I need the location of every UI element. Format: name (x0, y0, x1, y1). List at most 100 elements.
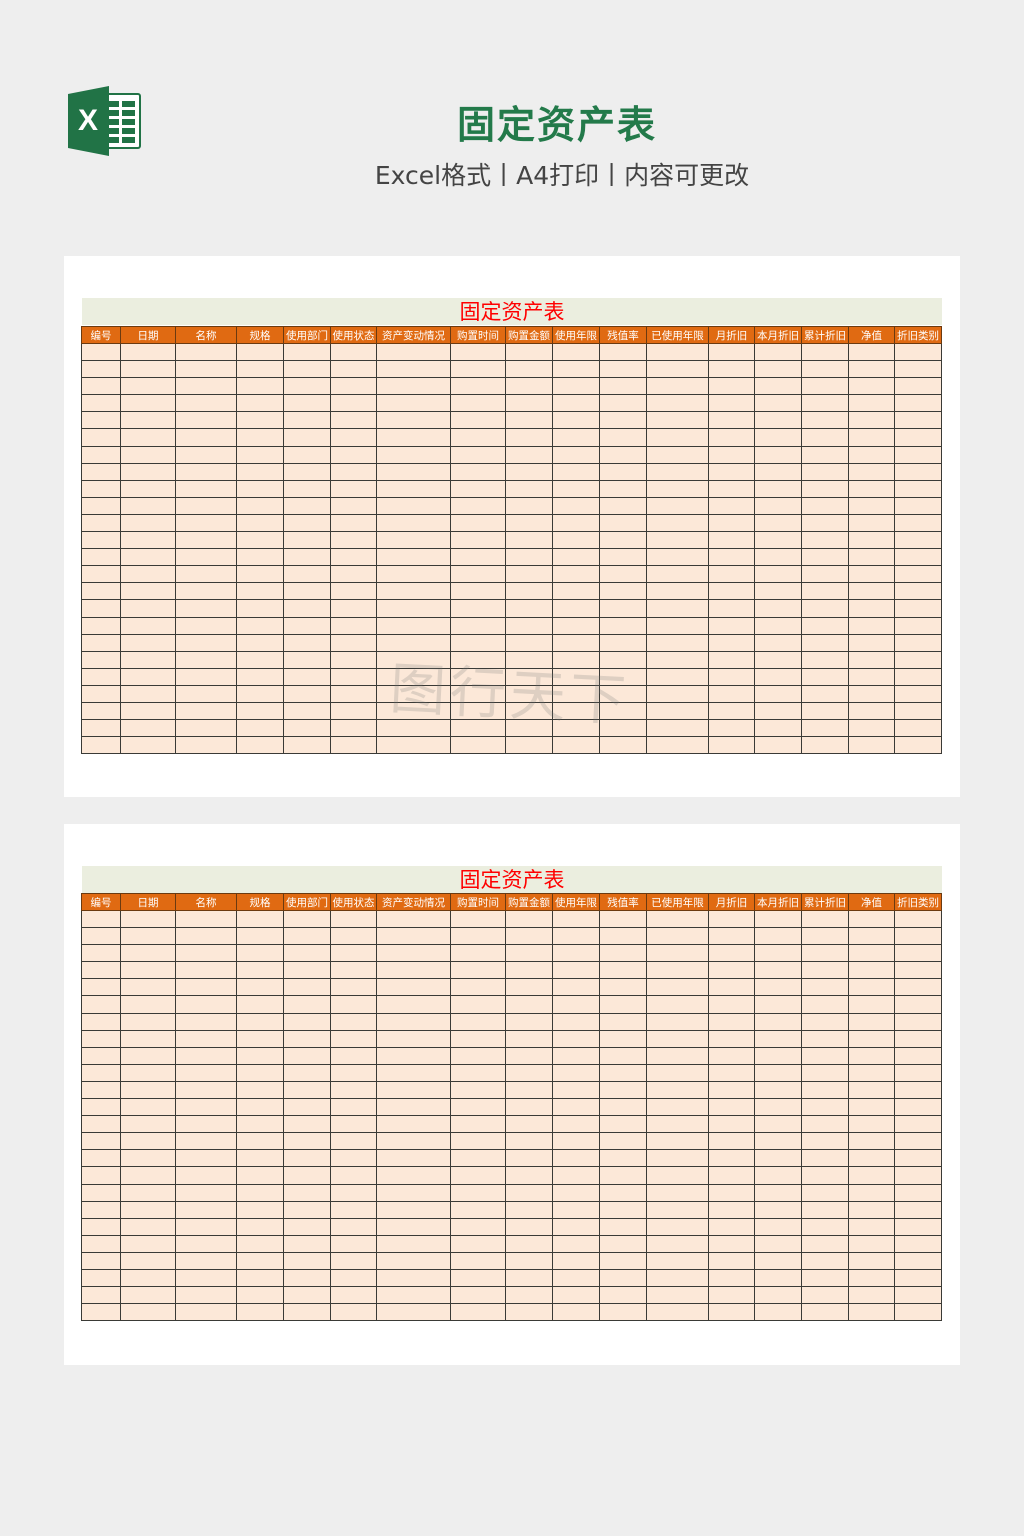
table-cell[interactable] (450, 1029, 506, 1048)
table-cell[interactable] (175, 1098, 237, 1117)
table-cell[interactable] (552, 736, 600, 755)
table-cell[interactable] (505, 1046, 553, 1065)
table-cell[interactable] (175, 394, 237, 413)
table-cell[interactable] (801, 411, 849, 430)
table-cell[interactable] (801, 428, 849, 447)
table-cell[interactable] (801, 599, 849, 618)
table-cell[interactable] (120, 1303, 176, 1322)
table-cell[interactable] (450, 513, 506, 533)
table-cell[interactable] (175, 1029, 237, 1048)
table-cell[interactable] (330, 1080, 377, 1100)
table-cell[interactable] (646, 513, 709, 533)
table-cell[interactable] (552, 462, 600, 481)
table-cell[interactable] (646, 565, 709, 584)
table-cell[interactable] (236, 961, 284, 980)
table-cell[interactable] (754, 548, 802, 567)
table-cell[interactable] (450, 701, 506, 721)
table-cell[interactable] (801, 360, 849, 379)
table-cell[interactable] (848, 428, 895, 447)
table-cell[interactable] (120, 1063, 176, 1082)
table-cell[interactable] (120, 531, 176, 550)
table-cell[interactable] (81, 667, 121, 686)
table-cell[interactable] (848, 1063, 895, 1082)
table-cell[interactable] (801, 650, 849, 669)
table-cell[interactable] (708, 394, 755, 413)
table-cell[interactable] (708, 1115, 755, 1134)
table-cell[interactable] (450, 582, 506, 601)
table-cell[interactable] (505, 1063, 553, 1082)
table-cell[interactable] (754, 961, 802, 980)
table-cell[interactable] (646, 944, 709, 963)
table-cell[interactable] (236, 462, 284, 481)
table-cell[interactable] (708, 719, 755, 738)
table-cell[interactable] (599, 1132, 647, 1151)
table-cell[interactable] (801, 582, 849, 601)
table-cell[interactable] (848, 684, 895, 703)
table-cell[interactable] (330, 462, 377, 481)
table-cell[interactable] (552, 650, 600, 669)
table-cell[interactable] (848, 445, 895, 464)
table-cell[interactable] (754, 1268, 802, 1288)
table-cell[interactable] (236, 1268, 284, 1288)
table-cell[interactable] (801, 719, 849, 738)
table-cell[interactable] (120, 462, 176, 481)
table-cell[interactable] (81, 513, 121, 533)
table-cell[interactable] (236, 667, 284, 686)
table-cell[interactable] (754, 616, 802, 635)
table-cell[interactable] (283, 1303, 331, 1322)
table-cell[interactable] (552, 1046, 600, 1065)
table-cell[interactable] (505, 565, 553, 584)
table-cell[interactable] (599, 531, 647, 550)
table-cell[interactable] (236, 565, 284, 584)
table-cell[interactable] (848, 1183, 895, 1202)
table-cell[interactable] (175, 1251, 237, 1270)
table-cell[interactable] (801, 1234, 849, 1253)
table-cell[interactable] (754, 1286, 802, 1305)
table-cell[interactable] (552, 548, 600, 567)
table-cell[interactable] (120, 496, 176, 515)
table-cell[interactable] (599, 1251, 647, 1270)
table-cell[interactable] (81, 377, 121, 396)
table-cell[interactable] (848, 394, 895, 413)
table-cell[interactable] (848, 548, 895, 567)
table-cell[interactable] (599, 927, 647, 946)
table-cell[interactable] (81, 1063, 121, 1082)
table-cell[interactable] (754, 394, 802, 413)
table-cell[interactable] (450, 1046, 506, 1065)
table-cell[interactable] (552, 445, 600, 464)
table-cell[interactable] (708, 428, 755, 447)
table-cell[interactable] (505, 1251, 553, 1270)
table-cell[interactable] (175, 1183, 237, 1202)
table-cell[interactable] (646, 548, 709, 567)
table-cell[interactable] (801, 394, 849, 413)
table-cell[interactable] (552, 978, 600, 997)
table-cell[interactable] (754, 513, 802, 533)
table-cell[interactable] (283, 927, 331, 946)
table-cell[interactable] (505, 462, 553, 481)
table-cell[interactable] (376, 565, 451, 584)
table-cell[interactable] (894, 1234, 942, 1253)
table-cell[interactable] (848, 1012, 895, 1031)
table-cell[interactable] (505, 1166, 553, 1185)
table-cell[interactable] (894, 909, 942, 929)
table-cell[interactable] (376, 995, 451, 1014)
table-cell[interactable] (599, 650, 647, 669)
table-cell[interactable] (450, 909, 506, 929)
table-cell[interactable] (894, 496, 942, 515)
table-cell[interactable] (708, 1251, 755, 1270)
table-cell[interactable] (646, 927, 709, 946)
table-cell[interactable] (376, 360, 451, 379)
table-cell[interactable] (120, 1098, 176, 1117)
table-cell[interactable] (376, 1217, 451, 1236)
table-cell[interactable] (505, 719, 553, 738)
table-cell[interactable] (505, 909, 553, 929)
table-cell[interactable] (754, 1303, 802, 1322)
table-cell[interactable] (330, 995, 377, 1014)
table-cell[interactable] (552, 582, 600, 601)
table-cell[interactable] (81, 961, 121, 980)
table-cell[interactable] (236, 599, 284, 618)
table-cell[interactable] (646, 1217, 709, 1236)
table-cell[interactable] (599, 342, 647, 362)
table-cell[interactable] (330, 1063, 377, 1082)
table-cell[interactable] (599, 411, 647, 430)
